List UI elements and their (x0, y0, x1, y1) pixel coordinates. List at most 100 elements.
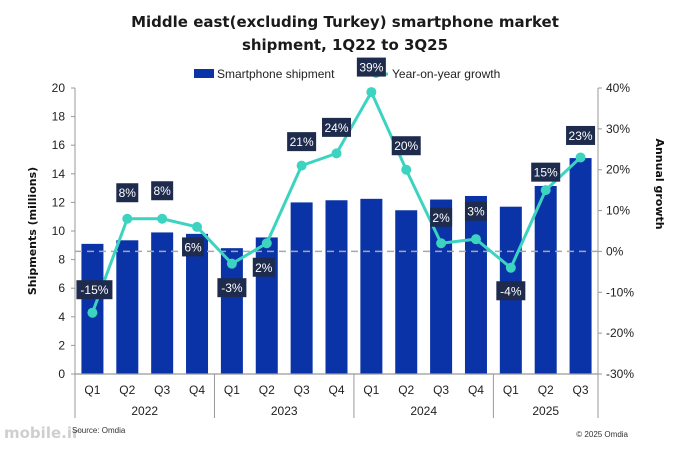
y-tick-label: 18 (52, 110, 66, 124)
data-label-box (287, 132, 317, 152)
x-tick-label: Q1 (503, 383, 519, 397)
x-tick-label: Q2 (538, 383, 554, 397)
growth-marker (296, 160, 307, 171)
x-tick-label: Q3 (433, 383, 449, 397)
data-label-box (76, 280, 113, 300)
x-tick-label: Q4 (468, 383, 484, 397)
y2-tick-label: -30% (606, 367, 634, 381)
data-label-box (391, 136, 421, 156)
y-axis-title: Shipments (millions) (26, 167, 39, 295)
bar (395, 210, 418, 374)
bar (151, 232, 174, 374)
data-label: 15% (534, 166, 558, 180)
bar (186, 233, 209, 374)
data-label-box (531, 162, 561, 182)
growth-marker (366, 87, 377, 98)
legend-label-shipment: Smartphone shipment (217, 67, 335, 81)
x-group-label: 2022 (131, 404, 158, 418)
legend-swatch-shipment (194, 69, 214, 78)
source-note: Source: Omdia (72, 426, 126, 435)
growth-marker (575, 152, 586, 163)
y-tick-label: 20 (52, 81, 66, 95)
data-label: 21% (290, 135, 314, 149)
x-tick-label: Q3 (294, 383, 310, 397)
data-label: 3% (467, 205, 485, 219)
data-label: 8% (119, 186, 137, 200)
data-label: -4% (500, 284, 522, 298)
growth-marker (401, 164, 412, 175)
growth-marker (122, 213, 133, 224)
y2-tick-label: -10% (606, 285, 634, 299)
bar (464, 195, 487, 374)
data-label-box (496, 281, 526, 301)
legend: Smartphone shipment Year-on-year growth (194, 67, 500, 81)
x-group-label: 2024 (410, 404, 437, 418)
bar (360, 198, 383, 374)
growth-marker (470, 234, 481, 245)
data-label-box (151, 181, 174, 201)
x-tick-label: Q2 (119, 383, 135, 397)
data-label: 2% (432, 211, 450, 225)
growth-marker (540, 185, 551, 196)
copyright-note: © 2025 Omdia (576, 430, 628, 439)
x-tick-label: Q1 (224, 383, 240, 397)
x-tick-label: Q4 (328, 383, 344, 397)
x-axis: Q1 Q2 Q3 Q4 Q1 Q2 Q3 Q4 Q1 Q2 Q3 Q4 Q1 Q2 Q3 2022 2023 20… (74, 373, 599, 418)
growth-marker (87, 307, 98, 318)
data-label-box (464, 201, 487, 221)
y-tick-label: 8 (58, 253, 65, 267)
data-label-box (217, 278, 247, 298)
y-tick-label: 12 (52, 195, 66, 209)
y2-tick-label: 0% (606, 244, 624, 258)
x-tick-label: Q4 (189, 383, 205, 397)
bar (325, 200, 348, 374)
data-label-box (252, 257, 275, 277)
y2-axis-title: Annual growth (653, 138, 666, 229)
y-tick-label: 14 (52, 167, 66, 181)
y2-tick-label: 20% (606, 163, 630, 177)
chart-title-line-1: Middle east(excluding Turkey) smartphone… (131, 13, 559, 31)
y-tick-label: 0 (58, 367, 65, 381)
data-label: 39% (359, 61, 383, 75)
y2-axis: -30% -20% -10% 0% 10% 20% 30% 40% (597, 81, 634, 381)
y-tick-label: 6 (58, 281, 65, 295)
growth-marker (261, 238, 272, 249)
bar-series (81, 158, 592, 374)
data-label-box (322, 117, 351, 137)
growth-marker (505, 262, 516, 273)
data-label-box (356, 57, 386, 77)
growth-marker (192, 221, 203, 232)
data-label: 24% (324, 121, 348, 135)
data-label-box (116, 183, 139, 203)
growth-marker (436, 238, 447, 249)
data-label: -15% (80, 283, 108, 297)
growth-marker (226, 258, 237, 269)
bar (569, 158, 592, 374)
growth-marker (331, 148, 342, 159)
y2-tick-label: 10% (606, 204, 630, 218)
growth-marker (157, 213, 168, 224)
x-tick-label: Q3 (154, 383, 170, 397)
x-group-label: 2023 (271, 404, 298, 418)
legend-label-growth: Year-on-year growth (392, 67, 500, 81)
x-tick-label: Q2 (259, 383, 275, 397)
y2-tick-label: 40% (606, 81, 630, 95)
data-labels: -15% 8% 8% 6% -3% 2% 21% 24% 39% 20% 2% 3% -4% 15% 23% (76, 57, 596, 301)
data-label: 8% (153, 184, 171, 198)
bar (290, 202, 313, 374)
bar (116, 240, 139, 374)
y-tick-label: 10 (52, 224, 66, 238)
x-tick-label: Q1 (363, 383, 379, 397)
bar (534, 185, 557, 374)
y-axis: 0 2 4 6 8 10 12 14 16 18 20 (52, 81, 76, 381)
data-label: 23% (569, 129, 593, 143)
data-label-box (566, 125, 596, 145)
x-tick-label: Q3 (573, 383, 589, 397)
data-label-box (430, 207, 453, 227)
data-label: -3% (221, 281, 243, 295)
data-label: 6% (184, 240, 202, 254)
x-group-label: 2025 (532, 404, 559, 418)
x-tick-label: Q1 (84, 383, 100, 397)
chart-title-line-2: shipment, 1Q22 to 3Q25 (242, 36, 448, 54)
data-label: 2% (255, 261, 273, 275)
